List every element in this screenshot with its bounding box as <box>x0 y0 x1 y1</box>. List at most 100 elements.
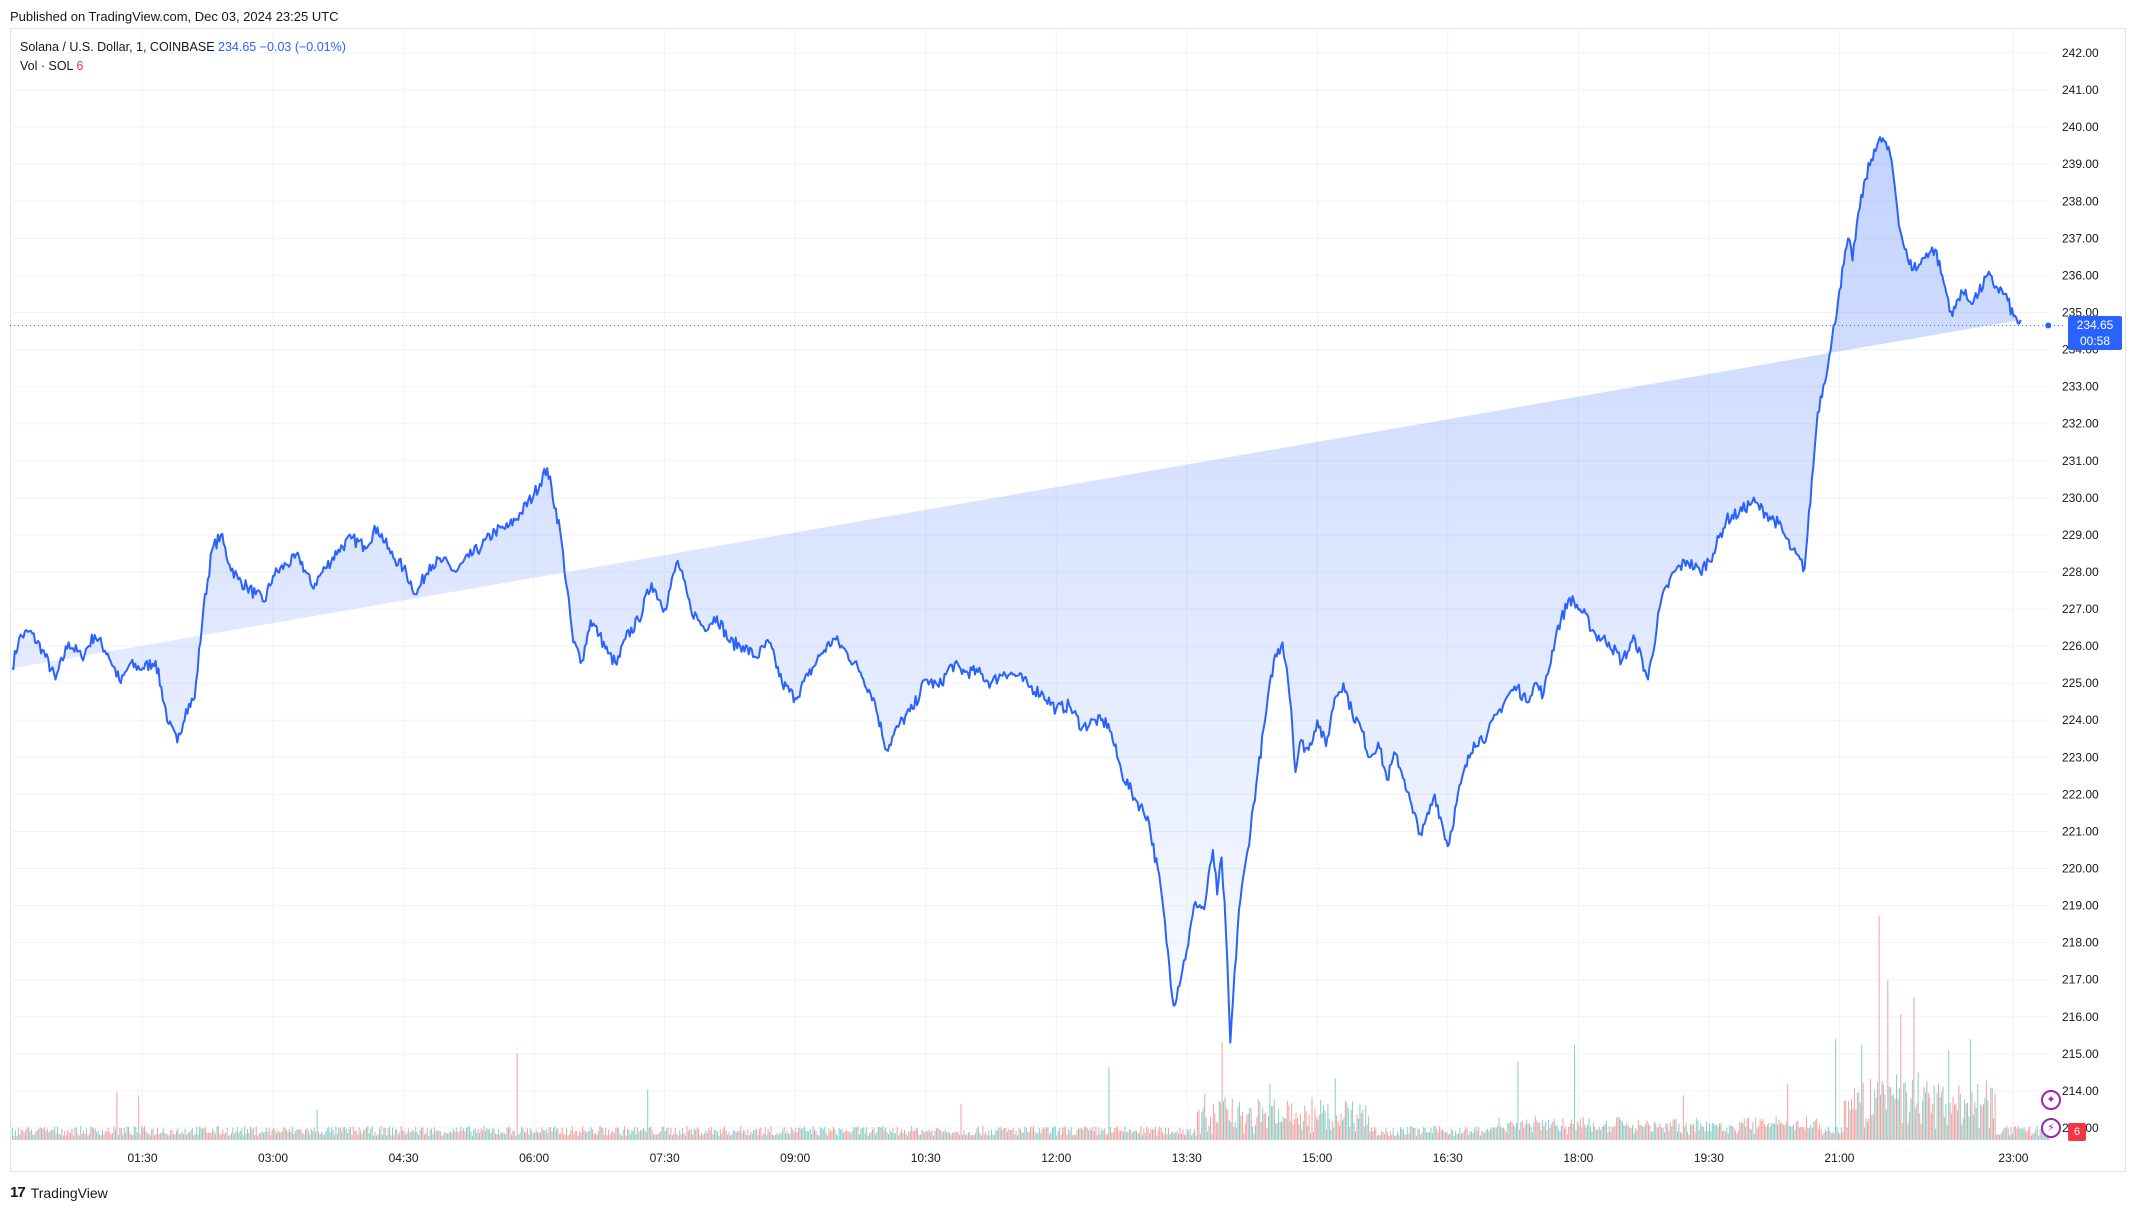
volume-bar <box>709 1130 711 1140</box>
volume-bar <box>341 1131 343 1140</box>
volume-bar <box>1072 1135 1074 1140</box>
volume-bar <box>1531 1132 1533 1140</box>
volume-bar <box>1536 1120 1538 1140</box>
volume-bar <box>1753 1134 1755 1140</box>
volume-bar <box>1668 1130 1670 1140</box>
volume-bar <box>1156 1135 1158 1140</box>
volume-bar <box>267 1132 269 1140</box>
volume-bar <box>606 1135 608 1140</box>
volume-bar <box>262 1133 264 1140</box>
volume-bar <box>1749 1128 1751 1140</box>
volume-bar <box>1404 1134 1406 1140</box>
volume-bar <box>487 1129 489 1140</box>
volume-bar <box>1650 1132 1652 1140</box>
volume-bar <box>1527 1123 1529 1140</box>
volume-bar <box>132 1135 134 1140</box>
volume-bar <box>1610 1131 1612 1140</box>
volume-bar <box>1833 1132 1835 1140</box>
volume-bar <box>119 1128 121 1140</box>
volume-bar <box>1408 1133 1410 1140</box>
volume-bar <box>1861 1044 1863 1140</box>
volume-bar <box>59 1134 61 1140</box>
volume-bar <box>183 1133 185 1140</box>
volume-bar <box>2038 1135 2040 1140</box>
volume-bar <box>1878 916 1880 1140</box>
volume-bar <box>973 1134 975 1140</box>
volume-bar <box>1011 1130 1013 1140</box>
volume-bar <box>457 1131 459 1140</box>
volume-bar <box>1807 1127 1809 1140</box>
volume-bar <box>283 1127 285 1140</box>
volume-bar <box>1621 1121 1623 1140</box>
volume-bar <box>651 1129 653 1140</box>
volume-bar <box>1729 1125 1731 1140</box>
volume-bar <box>940 1130 942 1140</box>
volume-bar <box>837 1135 839 1140</box>
volume-bar <box>242 1135 244 1140</box>
volume-bar <box>860 1128 862 1140</box>
lightning-icon[interactable]: ⚡ <box>2041 1118 2061 1138</box>
volume-bar <box>699 1135 701 1140</box>
volume-bar <box>776 1132 778 1140</box>
volume-bar <box>579 1131 581 1140</box>
volume-bar <box>1679 1131 1681 1140</box>
volume-bar <box>206 1132 208 1140</box>
volume-bar <box>75 1126 77 1140</box>
volume-bar <box>451 1133 453 1140</box>
volume-bar <box>629 1134 631 1140</box>
legend: Solana / U.S. Dollar, 1, COINBASE 234.65… <box>20 38 346 76</box>
volume-bar <box>410 1131 412 1140</box>
volume-bar <box>702 1134 704 1140</box>
volume-bar <box>1871 1115 1873 1140</box>
volume-bar <box>38 1128 40 1140</box>
volume-bar <box>348 1129 350 1140</box>
volume-bar <box>1820 1129 1822 1140</box>
volume-bar <box>1031 1128 1033 1140</box>
volume-bar <box>626 1129 628 1140</box>
volume-bar <box>506 1127 508 1140</box>
volume-bar <box>1661 1127 1663 1140</box>
volume-bar <box>1295 1112 1297 1140</box>
volume-bar <box>1530 1126 1532 1140</box>
volume-bar <box>1414 1128 1416 1140</box>
volume-bar <box>1778 1119 1780 1140</box>
volume-bar <box>1524 1124 1526 1140</box>
volume-bar <box>1549 1128 1551 1140</box>
volume-bar <box>1111 1132 1113 1140</box>
volume-bar <box>1275 1123 1277 1140</box>
volume-bar <box>1510 1120 1512 1140</box>
volume-bar <box>1965 1103 1967 1140</box>
volume-bar <box>1494 1127 1496 1140</box>
volume-bar <box>914 1130 916 1140</box>
volume-bar <box>1868 1118 1870 1140</box>
volume-bar <box>2041 1127 2043 1140</box>
volume-bar <box>1286 1100 1288 1140</box>
volume-bar <box>258 1133 260 1140</box>
volume-bar <box>799 1127 801 1140</box>
volume-bar <box>1069 1131 1071 1140</box>
volume-bar <box>332 1130 334 1140</box>
star-icon[interactable]: ✦ <box>2041 1090 2061 1110</box>
volume-bar <box>1727 1133 1729 1140</box>
volume-bar <box>1633 1133 1635 1140</box>
volume-bar <box>84 1133 86 1140</box>
volume-bar <box>500 1132 502 1140</box>
volume-bar <box>1024 1126 1026 1140</box>
volume-bar <box>645 1131 647 1140</box>
volume-bar <box>1594 1126 1596 1140</box>
volume-bar <box>1692 1123 1694 1140</box>
volume-bar <box>1049 1134 1051 1140</box>
volume-bar <box>1814 1120 1816 1140</box>
volume-bar <box>203 1127 205 1140</box>
volume-bar <box>1884 1094 1886 1140</box>
volume-bar <box>935 1128 937 1140</box>
volume-bar <box>1843 1100 1845 1140</box>
volume-bar <box>608 1129 610 1140</box>
volume-bar <box>548 1127 550 1140</box>
volume-bar <box>1890 1087 1892 1140</box>
volume-bar <box>821 1128 823 1140</box>
volume-bar <box>1985 1080 1987 1140</box>
volume-bar <box>2025 1130 2027 1140</box>
volume-bar <box>1627 1125 1629 1140</box>
